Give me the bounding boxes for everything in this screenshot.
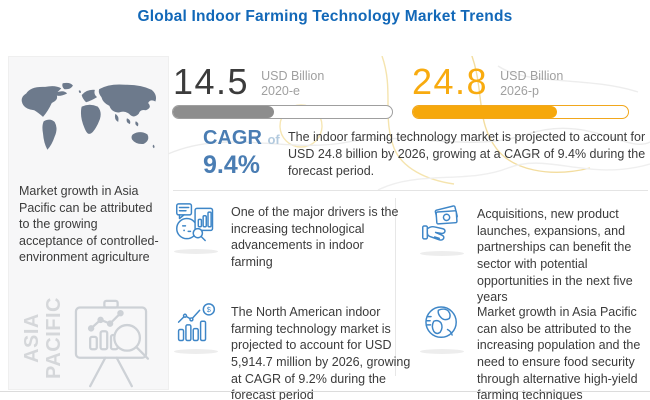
stat-label-2020: USD Billion 2020-e: [261, 69, 324, 99]
cagr-block: CAGR of 9.4%: [203, 128, 280, 178]
stat-year-2026: 2026-p: [500, 83, 540, 98]
stat-year-2020: 2020-e: [261, 83, 301, 98]
stat-market-size-2026: 24.8 USD Billion 2026-p: [412, 64, 563, 100]
stat-value-2020: 14.5: [173, 61, 250, 102]
icon-shadow: [420, 349, 464, 354]
page-title: Global Indoor Farming Technology Market …: [137, 8, 513, 25]
insight-text: The North American indoor farming techno…: [231, 305, 411, 400]
icon-shadow: [174, 249, 218, 254]
horizontal-divider: [173, 190, 648, 191]
world-map-icon: [21, 82, 157, 150]
main-panel: 14.5 USD Billion 2020-e 24.8 USD Billion…: [168, 56, 650, 400]
insight-text: Market growth in Asia Pacific can also b…: [477, 305, 641, 400]
sidebar-note: Market growth in Asia Pacific can be att…: [19, 184, 159, 264]
progress-bar-2026: [412, 105, 629, 119]
svg-text:$: $: [207, 305, 211, 314]
cagr-label: CAGR: [203, 127, 262, 149]
stat-market-size-2020: 14.5 USD Billion 2020-e: [173, 64, 324, 100]
presentation-chart-magnifier-icon: [74, 299, 150, 388]
progress-bar-2020: [172, 105, 393, 119]
stat-unit-2020: USD Billion: [261, 69, 325, 83]
technology-analytics-icon: [176, 203, 214, 242]
progress-fill-2026: [413, 106, 558, 118]
cagr-value: 9.4%: [203, 151, 260, 179]
icon-shadow: [174, 349, 218, 354]
insight-text: One of the major drivers is the increasi…: [231, 205, 399, 269]
progress-fill-2020: [173, 106, 274, 118]
cagr-connector: of: [267, 132, 280, 147]
bottom-rule: [0, 391, 650, 392]
vertical-divider: [395, 198, 396, 376]
insight-north-america: $ The North American indoor farming tech…: [174, 302, 410, 400]
market-growth-chart-icon: $: [177, 303, 216, 342]
insight-text: Acquisitions, new product launches, expa…: [477, 207, 633, 305]
stat-unit-2026: USD Billion: [500, 69, 564, 83]
insight-technology-driver: One of the major drivers is the increasi…: [174, 202, 404, 297]
icon-shadow: [420, 251, 464, 256]
insight-acquisitions: Acquisitions, new product launches, expa…: [420, 204, 650, 304]
globe-icon: [425, 306, 457, 339]
stat-value-2026: 24.8: [412, 61, 489, 102]
insight-asia-pacific: Market growth in Asia Pacific can also b…: [420, 302, 650, 400]
stat-label-2026: USD Billion 2026-p: [500, 69, 563, 99]
investment-hand-icon: [422, 205, 458, 241]
sidebar-asia-pacific: Market growth in Asia Pacific can be att…: [8, 56, 169, 390]
market-summary: The indoor farming technology market is …: [288, 130, 646, 178]
